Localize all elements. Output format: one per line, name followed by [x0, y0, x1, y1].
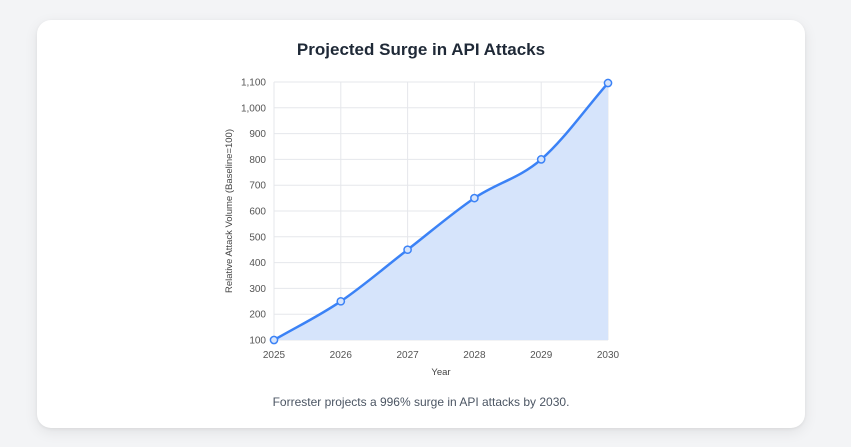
data-points [269, 78, 613, 345]
x-tick-label: 2027 [396, 350, 419, 361]
data-point[interactable] [603, 78, 613, 88]
y-tick-label: 300 [249, 284, 266, 295]
x-tick-label: 2029 [530, 350, 553, 361]
area-fill [274, 83, 608, 341]
chart-caption: Forrester projects a 996% surge in API a… [272, 395, 570, 409]
data-point[interactable] [269, 335, 279, 345]
x-tick-label: 2028 [463, 350, 486, 361]
data-point[interactable] [536, 155, 546, 164]
y-tick-label: 1,000 [241, 103, 266, 114]
y-tick-label: 800 [249, 155, 266, 166]
y-tick-label: 500 [249, 232, 266, 243]
data-point[interactable] [470, 193, 479, 203]
y-tick-label: 200 [249, 310, 266, 321]
y-tick-labels: 100 200 300 400 500 600 700 800 900 1,000 1,100 [241, 78, 266, 347]
y-tick-label: 100 [249, 336, 266, 347]
chart-title: Projected Surge in API Attacks [296, 40, 546, 59]
y-tick-label: 600 [249, 207, 266, 218]
y-tick-label: 700 [249, 181, 266, 192]
y-tick-label: 400 [249, 258, 266, 269]
area-chart: 100 200 300 400 500 600 700 800 900 1,000 1,100 20… [224, 78, 620, 379]
x-axis-title: Year [431, 367, 450, 378]
x-tick-label: 2026 [330, 350, 353, 361]
chart-card: Projected Surge in API Attacks 100 200 300… [37, 20, 805, 428]
y-tick-label: 1,100 [241, 78, 266, 89]
x-tick-labels: 2025 2026 2027 2028 2029 2030 [263, 350, 620, 361]
data-point[interactable] [403, 245, 412, 255]
data-point[interactable] [336, 296, 346, 306]
y-tick-label: 900 [249, 129, 266, 140]
y-axis-title: Relative Attack Volume (Baseline=100) [224, 129, 235, 293]
x-tick-label: 2030 [597, 350, 620, 361]
x-tick-label: 2025 [263, 350, 286, 361]
